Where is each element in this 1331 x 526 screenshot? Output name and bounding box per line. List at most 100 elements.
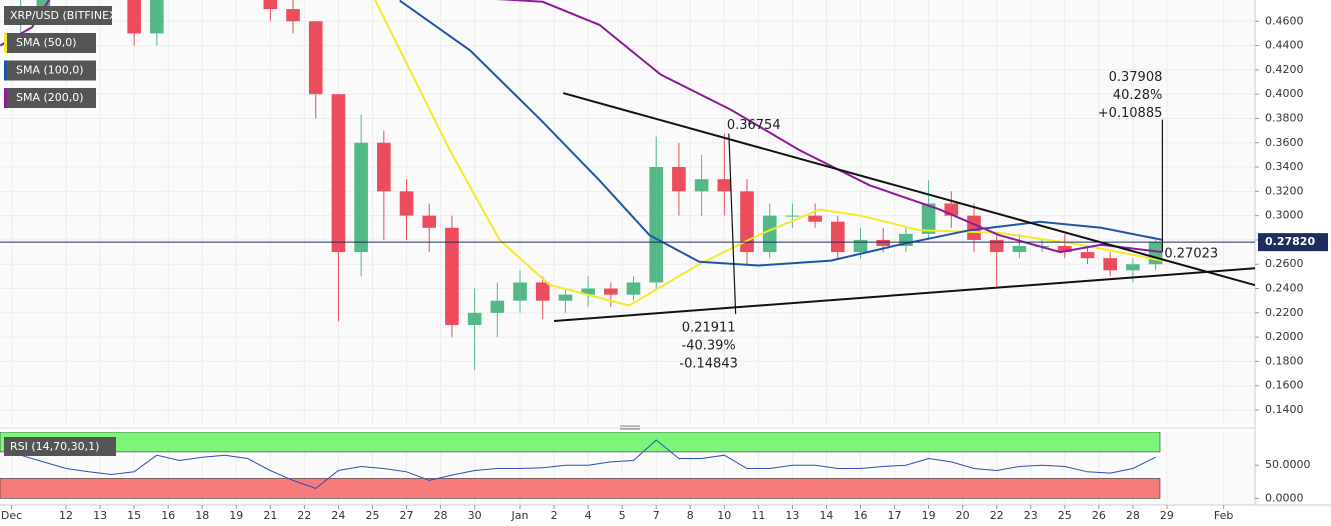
legend-box[interactable] (4, 88, 96, 108)
legend: XRP/USD (BITFINEX) RSI (14,70,30,1) (4, 6, 121, 456)
candle-body (649, 167, 664, 283)
x-tick-label: 21 (263, 509, 277, 522)
y-tick-label: 0.3600 (1265, 136, 1304, 149)
candle-body (876, 239, 891, 247)
x-tick-label: 8 (687, 509, 694, 522)
y-tick-label: 0.2000 (1265, 330, 1304, 343)
price-plot (0, 0, 1255, 370)
candle-body (717, 179, 732, 192)
measure-label: 0.37908 (1109, 70, 1163, 85)
y-tick-label: 0.3400 (1265, 160, 1304, 173)
legend-box[interactable] (4, 60, 96, 81)
x-tick-label: 16 (161, 509, 175, 522)
measure-label: -40.39% (682, 338, 736, 353)
x-tick-label: 28 (434, 509, 448, 522)
y-tick-label: 0.1800 (1265, 354, 1304, 367)
legend-box[interactable] (4, 6, 112, 25)
x-tick-label: 11 (751, 509, 765, 522)
candle-body (127, 0, 141, 34)
resize-handle[interactable] (620, 425, 640, 430)
legend-label: SMA (200,0) (16, 91, 84, 104)
candle-body (740, 191, 754, 253)
candle-body (354, 142, 368, 253)
x-tick-label: 25 (365, 509, 379, 522)
candle-body (626, 282, 641, 295)
candle-body (581, 288, 595, 295)
candle-body (490, 300, 505, 313)
candle-body (853, 239, 868, 253)
candle-body (1126, 264, 1140, 271)
x-tick-label: 7 (653, 509, 660, 522)
candle-body (830, 221, 845, 253)
oversold-band (0, 478, 1161, 499)
x-tick-label: 18 (195, 509, 209, 522)
candle-body (989, 239, 1004, 253)
rsi-plot (0, 432, 1161, 499)
x-tick-label: 30 (468, 509, 482, 522)
x-tick-label: 25 (1058, 509, 1072, 522)
y-tick-label: 0.4200 (1265, 63, 1304, 76)
x-tick-label: Jan (511, 509, 529, 522)
legend-label: SMA (50,0) (16, 36, 77, 49)
measure-label: 0.36754 (727, 118, 781, 133)
x-tick-label: 17 (888, 509, 902, 522)
candle-body (286, 9, 300, 22)
y-tick-label: 0.2600 (1265, 257, 1304, 270)
sma-line (0, 0, 1163, 254)
trendline (553, 267, 1255, 322)
overlay: 0.1400 0.1600 0.1800 0.2000 0.2200 0.2400 0.26… (1, 14, 1328, 522)
x-tick-label: 10 (717, 509, 731, 522)
x-tick-label: 22 (297, 509, 311, 522)
y-tick-label: 0.1600 (1265, 379, 1304, 392)
x-tick-label: Dec (1, 509, 22, 522)
y-tick-label: 0.2200 (1265, 306, 1304, 319)
trendline (562, 92, 1255, 287)
legend-label: SMA (100,0) (16, 64, 84, 77)
legend-title: XRP/USD (BITFINEX) (10, 9, 121, 22)
legend-box[interactable] (4, 437, 116, 456)
measure-line (728, 133, 737, 314)
grid (0, 0, 1255, 505)
y-tick-label: 0.1400 (1265, 403, 1304, 416)
y-tick-label: 0.4600 (1265, 14, 1304, 27)
x-tick-label: 24 (331, 509, 345, 522)
x-tick-label: 12 (59, 509, 73, 522)
last-price-label: 0.27820 (1265, 235, 1315, 248)
y-tick-label: 0.3800 (1265, 111, 1304, 124)
candle-body (808, 215, 822, 222)
candle-body (399, 191, 414, 216)
candle-body (967, 215, 981, 240)
candle-body (445, 227, 459, 325)
rsi-line (20, 439, 1156, 489)
legend-swatch (4, 33, 7, 53)
x-tick-label: 5 (619, 509, 626, 522)
x-tick-label: 27 (400, 509, 414, 522)
x-tick-label: 22 (990, 509, 1004, 522)
last-price-box (1258, 233, 1328, 252)
measure-label: +0.10885 (1098, 106, 1163, 121)
legend-swatch (4, 60, 7, 81)
candle-body (604, 288, 618, 295)
candle-body (467, 312, 482, 325)
candle-body (1057, 246, 1072, 253)
x-tick-label: 4 (585, 509, 592, 522)
x-tick-label: 16 (854, 509, 868, 522)
x-tick-label: 20 (956, 509, 970, 522)
x-tick-label: 13 (785, 509, 799, 522)
candle-body (1080, 252, 1095, 259)
y-tick-label: 0.4000 (1265, 87, 1304, 100)
y-tick-label: 0.0000 (1265, 491, 1304, 504)
sma-line (399, 0, 1163, 267)
y-tick-label: 0.3000 (1265, 209, 1304, 222)
legend-box[interactable] (4, 33, 96, 53)
legend-swatch (4, 88, 7, 108)
y-tick-label: 0.3200 (1265, 184, 1304, 197)
x-tick-label: 14 (819, 509, 833, 522)
candle-body (422, 215, 437, 228)
candle-body (1012, 246, 1027, 253)
x-tick-label: 23 (1024, 509, 1038, 522)
candle-body (377, 142, 391, 192)
measure-label: 40.28% (1113, 88, 1163, 103)
candle-body (263, 0, 278, 10)
